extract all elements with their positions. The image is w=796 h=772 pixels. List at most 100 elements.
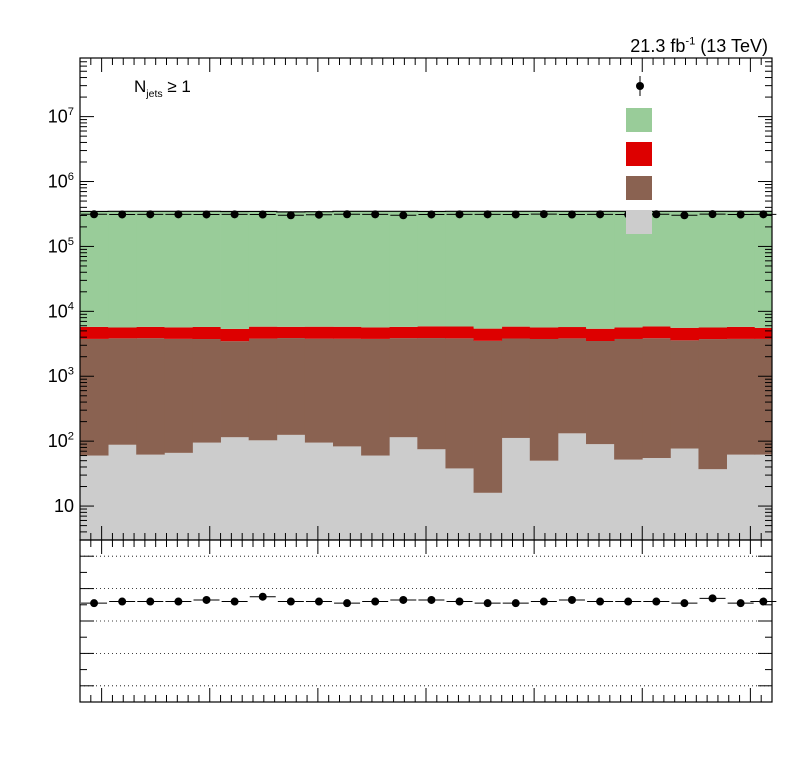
- data-point-14: [483, 210, 492, 219]
- stack-bin-2-12: [417, 326, 446, 339]
- stack-bin-2-22: [698, 327, 727, 340]
- stack-bin-1-12: [417, 338, 446, 450]
- ratio-points: [81, 592, 777, 608]
- stack-bin-1-4: [192, 339, 221, 443]
- stack-bin-2-1: [108, 327, 137, 339]
- lumi-label: 21.3 fb-1 (13 TeV): [630, 35, 768, 56]
- ratio-point-17: [567, 595, 576, 604]
- ratio-point-4: [202, 595, 211, 604]
- stack-bin-0-0: [80, 455, 109, 540]
- data-point-2: [146, 210, 155, 219]
- ratio-point-22: [708, 594, 717, 603]
- data-point-17: [567, 210, 576, 219]
- stack-bin-3-14: [473, 211, 503, 329]
- stacked-histogram: [80, 210, 773, 540]
- stack-total-outline: [80, 210, 772, 213]
- stack-bin-3-8: [304, 211, 334, 327]
- ratio-point-11: [399, 595, 408, 604]
- stack-bin-1-21: [670, 340, 699, 449]
- data-point-23: [736, 210, 745, 219]
- ratio-point-23: [736, 599, 745, 608]
- stack-bin-2-3: [164, 327, 193, 339]
- ratio-point-20: [652, 597, 661, 606]
- njets-annotation: Njets ≥ 1: [134, 77, 191, 100]
- stack-bin-2-2: [136, 326, 165, 339]
- ytick-label-main-4: 105: [48, 236, 74, 257]
- stack-bin-1-10: [361, 338, 390, 456]
- stack-bin-2-4: [192, 326, 221, 340]
- stack-bin-0-22: [698, 469, 727, 540]
- ratio-point-21: [680, 599, 689, 608]
- stack-bin-1-13: [445, 338, 474, 469]
- ratio-point-14: [483, 599, 492, 608]
- ratio-point-10: [371, 597, 380, 606]
- data-point-15: [511, 210, 520, 219]
- stack-bin-3-17: [557, 211, 587, 328]
- stack-bin-0-11: [389, 437, 418, 540]
- stack-bin-3-15: [501, 211, 531, 327]
- data-point-16: [539, 210, 548, 219]
- ratio-point-15: [511, 599, 520, 608]
- stack-bin-0-9: [333, 446, 362, 540]
- stack-bin-0-13: [445, 468, 474, 540]
- data-point-3: [174, 210, 183, 219]
- stack-bin-2-0: [80, 326, 109, 339]
- stack-bin-0-23: [726, 454, 756, 540]
- data-point-6: [258, 210, 267, 219]
- ratio-gridlines: [80, 555, 772, 687]
- stack-bin-3-13: [445, 211, 474, 327]
- ratio-point-18: [596, 597, 605, 606]
- ratio-point-2: [146, 597, 155, 606]
- stack-bin-1-7: [276, 338, 306, 435]
- stack-bin-2-21: [670, 327, 699, 341]
- stack-bin-2-20: [642, 326, 671, 339]
- stack-bin-0-17: [557, 433, 587, 540]
- stack-bin-1-19: [614, 338, 643, 460]
- stack-bin-3-4: [192, 211, 221, 327]
- ratio-point-1: [118, 597, 127, 606]
- stack-bin-3-0: [80, 211, 109, 327]
- stack-bin-2-23: [726, 326, 756, 339]
- stack-bin-1-5: [220, 341, 250, 438]
- stack-bin-1-6: [248, 338, 278, 441]
- ratio-point-12: [427, 595, 436, 604]
- stack-bin-0-5: [220, 437, 250, 540]
- stack-bin-0-1: [108, 444, 137, 540]
- stack-bin-2-17: [557, 327, 587, 339]
- stack-bin-1-1: [108, 338, 137, 445]
- ratio-point-19: [624, 597, 633, 606]
- stack-bin-0-10: [361, 455, 390, 540]
- stack-bin-2-15: [501, 326, 531, 339]
- stack-bin-0-2: [136, 454, 165, 540]
- stack-bin-1-14: [473, 340, 503, 493]
- data-point-12: [427, 210, 436, 219]
- stack-bin-1-18: [586, 341, 615, 445]
- stack-bin-3-10: [361, 211, 390, 328]
- stack-bin-1-0: [80, 338, 109, 456]
- stack-bin-3-7: [276, 211, 306, 327]
- data-point-22: [708, 210, 717, 219]
- stack-bin-1-2: [136, 338, 165, 455]
- ytick-label-main-1: 102: [48, 431, 74, 452]
- data-points: [81, 210, 777, 220]
- stack-bin-0-20: [642, 458, 671, 540]
- ratio-point-16: [539, 597, 548, 606]
- stack-bin-3-16: [529, 211, 559, 328]
- data-point-13: [455, 210, 464, 219]
- stack-bin-3-6: [248, 211, 278, 327]
- ratio-point-13: [455, 597, 464, 606]
- stack-bin-2-7: [276, 326, 306, 339]
- stack-bin-0-21: [670, 448, 699, 540]
- legend-swatch-3: [626, 108, 652, 132]
- stack-bin-0-14: [473, 492, 503, 540]
- stack-bin-2-5: [220, 328, 250, 342]
- stack-bin-0-7: [276, 434, 306, 540]
- stack-bin-0-6: [248, 440, 278, 540]
- stack-bin-0-12: [417, 449, 446, 540]
- stack-bin-3-1: [108, 211, 137, 328]
- stack-bin-2-11: [389, 326, 418, 339]
- data-point-11: [399, 211, 408, 220]
- data-point-5: [230, 210, 239, 219]
- ratio-point-6: [258, 592, 267, 601]
